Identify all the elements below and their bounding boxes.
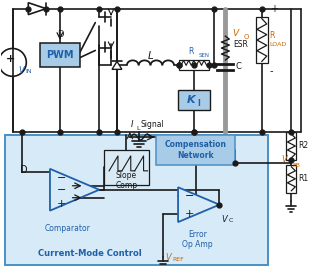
- Text: D: D: [58, 29, 64, 39]
- FancyBboxPatch shape: [5, 135, 268, 265]
- Text: Comparator: Comparator: [45, 224, 91, 233]
- Text: I: I: [131, 120, 133, 129]
- FancyBboxPatch shape: [179, 60, 209, 70]
- Text: +: +: [57, 199, 66, 209]
- FancyBboxPatch shape: [156, 135, 235, 165]
- Text: Signal: Signal: [141, 120, 165, 129]
- Text: +: +: [185, 209, 194, 219]
- FancyBboxPatch shape: [104, 150, 149, 185]
- Text: K: K: [187, 95, 195, 105]
- Text: -: -: [270, 66, 273, 76]
- FancyBboxPatch shape: [286, 132, 296, 160]
- Text: SEN: SEN: [199, 53, 210, 59]
- Text: R2: R2: [298, 141, 309, 150]
- Text: R1: R1: [298, 174, 309, 183]
- Text: I: I: [197, 99, 200, 108]
- Polygon shape: [112, 61, 122, 69]
- Text: L: L: [137, 126, 140, 131]
- Text: +: +: [6, 54, 15, 64]
- Text: ESR: ESR: [233, 39, 248, 48]
- Text: −: −: [185, 191, 194, 201]
- Text: V: V: [233, 29, 239, 38]
- FancyBboxPatch shape: [178, 90, 210, 110]
- Text: V: V: [165, 253, 171, 262]
- Text: Compensation
Network: Compensation Network: [165, 140, 227, 160]
- Text: Current-Mode Control: Current-Mode Control: [38, 249, 141, 258]
- FancyBboxPatch shape: [40, 43, 80, 67]
- Text: Error
Op Amp: Error Op Amp: [183, 230, 213, 249]
- Polygon shape: [178, 187, 220, 222]
- Text: −: −: [57, 173, 66, 183]
- Text: −: −: [57, 185, 66, 195]
- Text: +: +: [270, 4, 278, 14]
- Text: V: V: [221, 215, 227, 224]
- Text: V: V: [282, 155, 287, 164]
- Text: D: D: [21, 165, 28, 175]
- Polygon shape: [28, 3, 46, 15]
- Text: C: C: [228, 218, 233, 223]
- FancyBboxPatch shape: [286, 165, 296, 193]
- Text: REF: REF: [172, 257, 184, 262]
- Text: PWM: PWM: [46, 50, 74, 60]
- Text: LOAD: LOAD: [270, 43, 287, 48]
- Text: V: V: [18, 66, 24, 75]
- FancyBboxPatch shape: [256, 17, 268, 63]
- Text: FB: FB: [292, 163, 300, 168]
- Text: R: R: [270, 31, 275, 39]
- Text: IN: IN: [25, 69, 32, 74]
- Text: L: L: [148, 52, 153, 61]
- Text: O: O: [244, 34, 249, 39]
- Text: R: R: [188, 47, 193, 56]
- Text: Slope
Comp: Slope Comp: [115, 171, 137, 190]
- Text: C: C: [235, 62, 241, 71]
- Polygon shape: [50, 169, 99, 211]
